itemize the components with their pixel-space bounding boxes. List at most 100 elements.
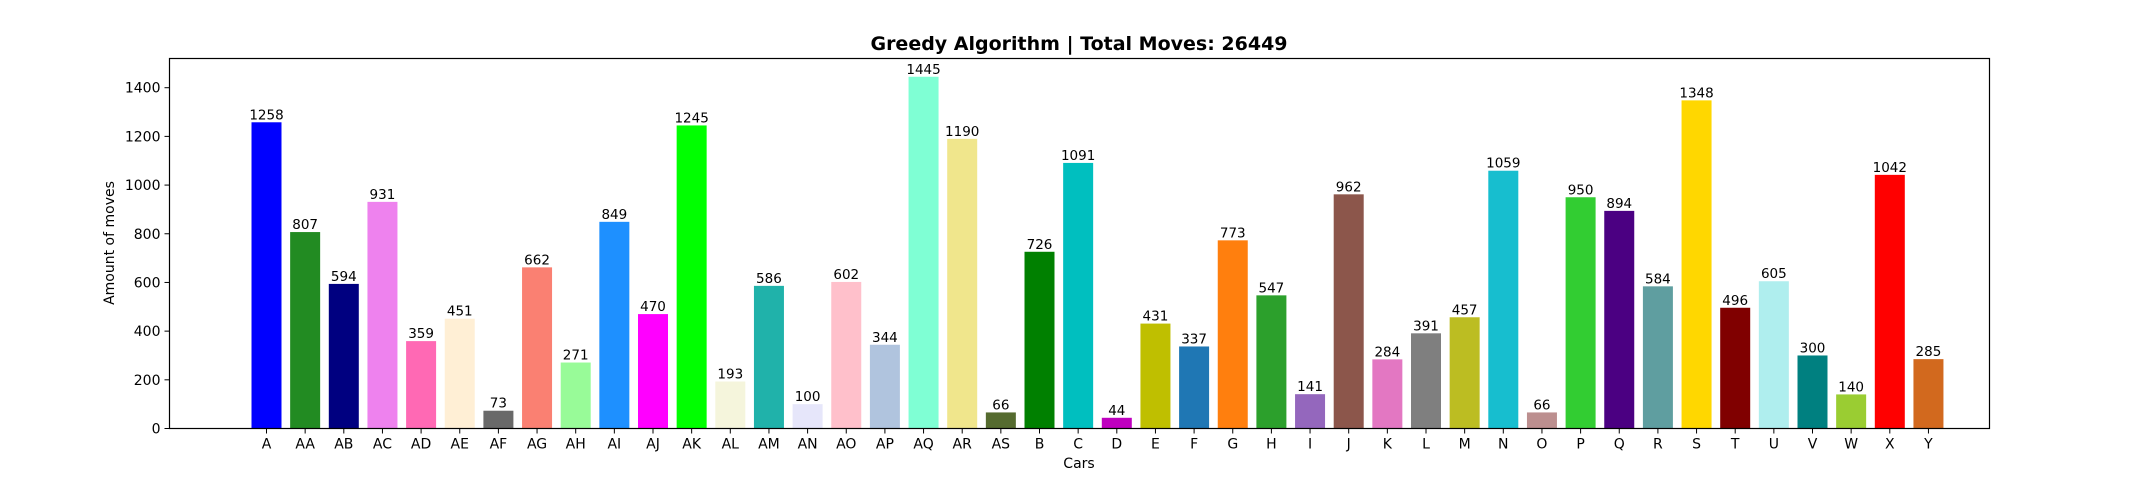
y-tick-label-0: 0 xyxy=(152,422,161,438)
data-label-AG: 662 xyxy=(524,252,550,268)
bar-AS xyxy=(985,412,1016,429)
bar-AK xyxy=(676,125,707,429)
data-label-AK: 1245 xyxy=(674,110,708,126)
bar-L xyxy=(1411,333,1441,429)
data-label-AJ: 470 xyxy=(640,299,666,315)
data-label-AP: 344 xyxy=(872,330,898,346)
bar-V xyxy=(1797,355,1828,429)
bar-AB xyxy=(328,283,359,429)
data-label-AF: 73 xyxy=(490,396,507,412)
bar-W xyxy=(1836,394,1867,429)
data-label-L: 391 xyxy=(1413,318,1439,334)
x-tick-label-AK: AK xyxy=(682,437,702,453)
x-tick-label-C: C xyxy=(1073,437,1083,453)
data-label-AH: 271 xyxy=(563,348,589,364)
bar-C xyxy=(1063,162,1094,429)
x-tick-label-AI: AI xyxy=(607,437,621,453)
x-tick-label-I: I xyxy=(1308,437,1312,453)
data-labels-group: 1258 807 594 931 359 451 73 662 271 849 470 1245 193… xyxy=(249,62,1941,419)
data-label-P: 950 xyxy=(1568,182,1594,198)
x-axis-label: Cars xyxy=(1063,456,1094,472)
data-label-F: 337 xyxy=(1181,331,1207,347)
data-label-AQ: 1445 xyxy=(906,62,940,78)
data-label-T: 496 xyxy=(1722,293,1748,309)
bar-AQ xyxy=(908,76,939,429)
data-label-X: 1042 xyxy=(1873,160,1907,176)
data-label-J: 962 xyxy=(1336,179,1362,195)
x-tick-label-Y: Y xyxy=(1923,437,1933,453)
x-tick-label-AD: AD xyxy=(411,437,431,453)
data-label-W: 140 xyxy=(1838,379,1864,395)
x-tick-label-M: M xyxy=(1459,437,1471,453)
bar-T xyxy=(1720,307,1751,429)
bar-X xyxy=(1874,174,1905,429)
bar-AC xyxy=(367,201,398,429)
data-label-K: 284 xyxy=(1374,344,1400,360)
x-tick-label-B: B xyxy=(1035,437,1045,453)
y-tick-label-600: 600 xyxy=(134,275,161,291)
bar-G xyxy=(1217,240,1248,429)
bar-Q xyxy=(1604,210,1635,429)
x-tick-label-J: J xyxy=(1346,437,1351,453)
data-label-G: 773 xyxy=(1220,225,1246,241)
x-tick-label-O: O xyxy=(1536,437,1547,453)
data-label-Y: 285 xyxy=(1916,344,1942,360)
data-label-AI: 849 xyxy=(601,207,627,223)
data-label-AN: 100 xyxy=(795,389,821,405)
x-tick-label-Q: Q xyxy=(1614,437,1625,453)
data-label-AD: 359 xyxy=(408,326,434,342)
bar-AF xyxy=(483,410,514,429)
bar-AO xyxy=(831,281,862,429)
x-tick-label-AQ: AQ xyxy=(913,437,933,453)
x-tick-label-D: D xyxy=(1111,437,1122,453)
x-tick-label-AO: AO xyxy=(836,437,856,453)
data-label-D: 44 xyxy=(1108,403,1125,419)
x-tick-label-K: K xyxy=(1383,437,1393,453)
data-label-I: 141 xyxy=(1297,379,1323,395)
bar-B xyxy=(1024,251,1055,429)
bar-E xyxy=(1140,323,1171,429)
bar-AH xyxy=(560,362,591,429)
x-tick-label-AS: AS xyxy=(992,437,1011,453)
y-tick-label-400: 400 xyxy=(134,324,161,340)
x-tick-label-F: F xyxy=(1190,437,1198,453)
x-tick-label-A: A xyxy=(262,437,272,453)
x-axis: A AA AB AC AD AE AF AG AH AI AJ AK AL AM AN AO AP AQ AR AS B… xyxy=(262,428,1933,453)
x-tick-label-AE: AE xyxy=(451,437,469,453)
data-label-AM: 586 xyxy=(756,271,782,287)
x-tick-label-E: E xyxy=(1151,437,1160,453)
data-label-AA: 807 xyxy=(292,217,318,233)
x-tick-label-N: N xyxy=(1498,437,1508,453)
bar-J xyxy=(1333,194,1364,429)
x-tick-label-H: H xyxy=(1266,437,1277,453)
bar-AA xyxy=(290,232,321,429)
x-tick-label-W: W xyxy=(1844,437,1858,453)
data-label-R: 584 xyxy=(1645,271,1671,287)
bar-K xyxy=(1372,359,1403,429)
data-label-A: 1258 xyxy=(249,107,283,123)
data-label-AL: 193 xyxy=(717,367,743,383)
y-tick-label-1200: 1200 xyxy=(125,129,161,145)
x-tick-label-AA: AA xyxy=(295,437,315,453)
data-label-H: 547 xyxy=(1259,280,1285,296)
x-tick-label-R: R xyxy=(1653,437,1663,453)
data-label-M: 457 xyxy=(1452,302,1478,318)
bar-U xyxy=(1758,281,1789,429)
bar-M xyxy=(1449,317,1480,429)
x-tick-label-AC: AC xyxy=(373,437,392,453)
bar-AM xyxy=(753,285,784,429)
data-label-AB: 594 xyxy=(331,269,357,285)
y-tick-label-1000: 1000 xyxy=(125,178,161,194)
bar-A xyxy=(251,122,282,429)
bar-AE xyxy=(444,318,475,429)
data-label-U: 605 xyxy=(1761,266,1787,282)
bar-AD xyxy=(406,341,437,429)
x-tick-label-AM: AM xyxy=(758,437,780,453)
x-tick-label-AR: AR xyxy=(953,437,973,453)
bar-S xyxy=(1681,100,1712,429)
bar-AL xyxy=(715,381,746,429)
x-tick-label-AN: AN xyxy=(798,437,818,453)
data-label-AS: 66 xyxy=(992,397,1009,413)
